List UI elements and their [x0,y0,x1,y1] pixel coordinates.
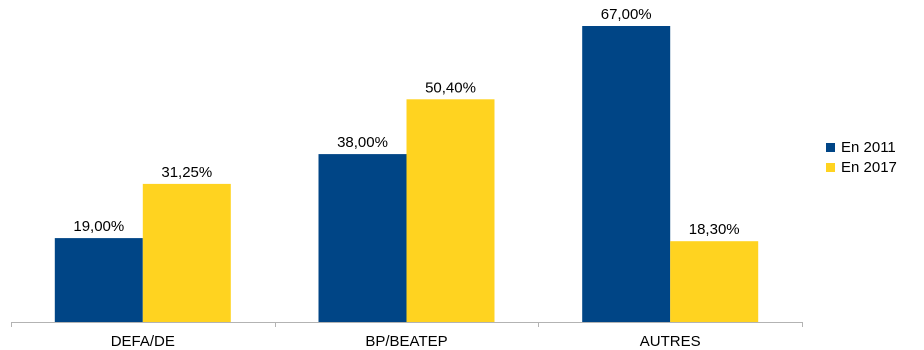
data-label-1-3: 67,00% [601,6,652,23]
category-label-1: DEFA/DE [111,333,175,350]
bar-1-3 [582,26,671,322]
bars [54,26,759,322]
bar-2-1 [142,183,231,322]
category-label-2: BP/BEATEP [365,333,447,350]
data-label-2-3: 18,30% [689,221,740,238]
bar-2-3 [670,241,759,322]
legend-swatch-series-1 [826,142,835,152]
legend-label-series-2: En 2017 [841,158,897,176]
legend-label-series-1: En 2011 [841,138,896,156]
data-label-2-2: 50,40% [425,79,476,96]
legend: En 2011 En 2017 [826,137,924,177]
data-labels: 19,00% 31,25% 38,00% 50,40% 67,00% 18,30% [73,6,739,238]
data-label-2-1: 31,25% [161,164,212,181]
category-label-3: AUTRES [640,333,701,350]
legend-item-series-2: En 2017 [826,157,924,177]
data-label-1-1: 19,00% [73,218,124,235]
data-label-1-2: 38,00% [337,134,388,151]
bar-1-1 [54,238,143,322]
legend-item-series-1: En 2011 [826,137,924,157]
legend-swatch-series-2 [826,162,835,172]
x-axis [11,322,803,327]
bar-2-2 [406,99,495,322]
bar-1-2 [318,154,407,322]
category-labels: DEFA/DE BP/BEATEP AUTRES [111,333,701,350]
